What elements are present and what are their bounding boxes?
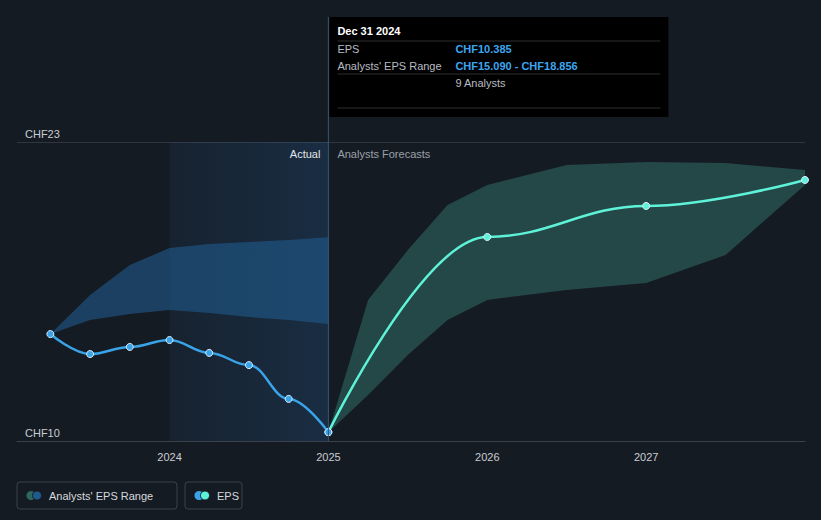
svg-text:2026: 2026 bbox=[475, 451, 499, 463]
svg-text:Analysts' EPS Range: Analysts' EPS Range bbox=[337, 60, 441, 72]
svg-text:CHF23: CHF23 bbox=[25, 128, 60, 140]
svg-text:Analysts Forecasts: Analysts Forecasts bbox=[337, 148, 430, 160]
svg-text:EPS: EPS bbox=[337, 43, 359, 55]
svg-text:CHF10.385: CHF10.385 bbox=[455, 43, 511, 55]
svg-text:CHF10: CHF10 bbox=[25, 427, 60, 439]
svg-text:2027: 2027 bbox=[634, 451, 658, 463]
svg-text:Actual: Actual bbox=[290, 148, 321, 160]
svg-text:CHF15.090 - CHF18.856: CHF15.090 - CHF18.856 bbox=[455, 60, 577, 72]
svg-text:2024: 2024 bbox=[157, 451, 181, 463]
svg-text:Dec 31 2024: Dec 31 2024 bbox=[337, 25, 401, 37]
svg-text:EPS: EPS bbox=[217, 490, 239, 502]
svg-text:Analysts' EPS Range: Analysts' EPS Range bbox=[49, 490, 153, 502]
svg-text:9 Analysts: 9 Analysts bbox=[455, 77, 506, 89]
svg-text:2025: 2025 bbox=[316, 451, 340, 463]
